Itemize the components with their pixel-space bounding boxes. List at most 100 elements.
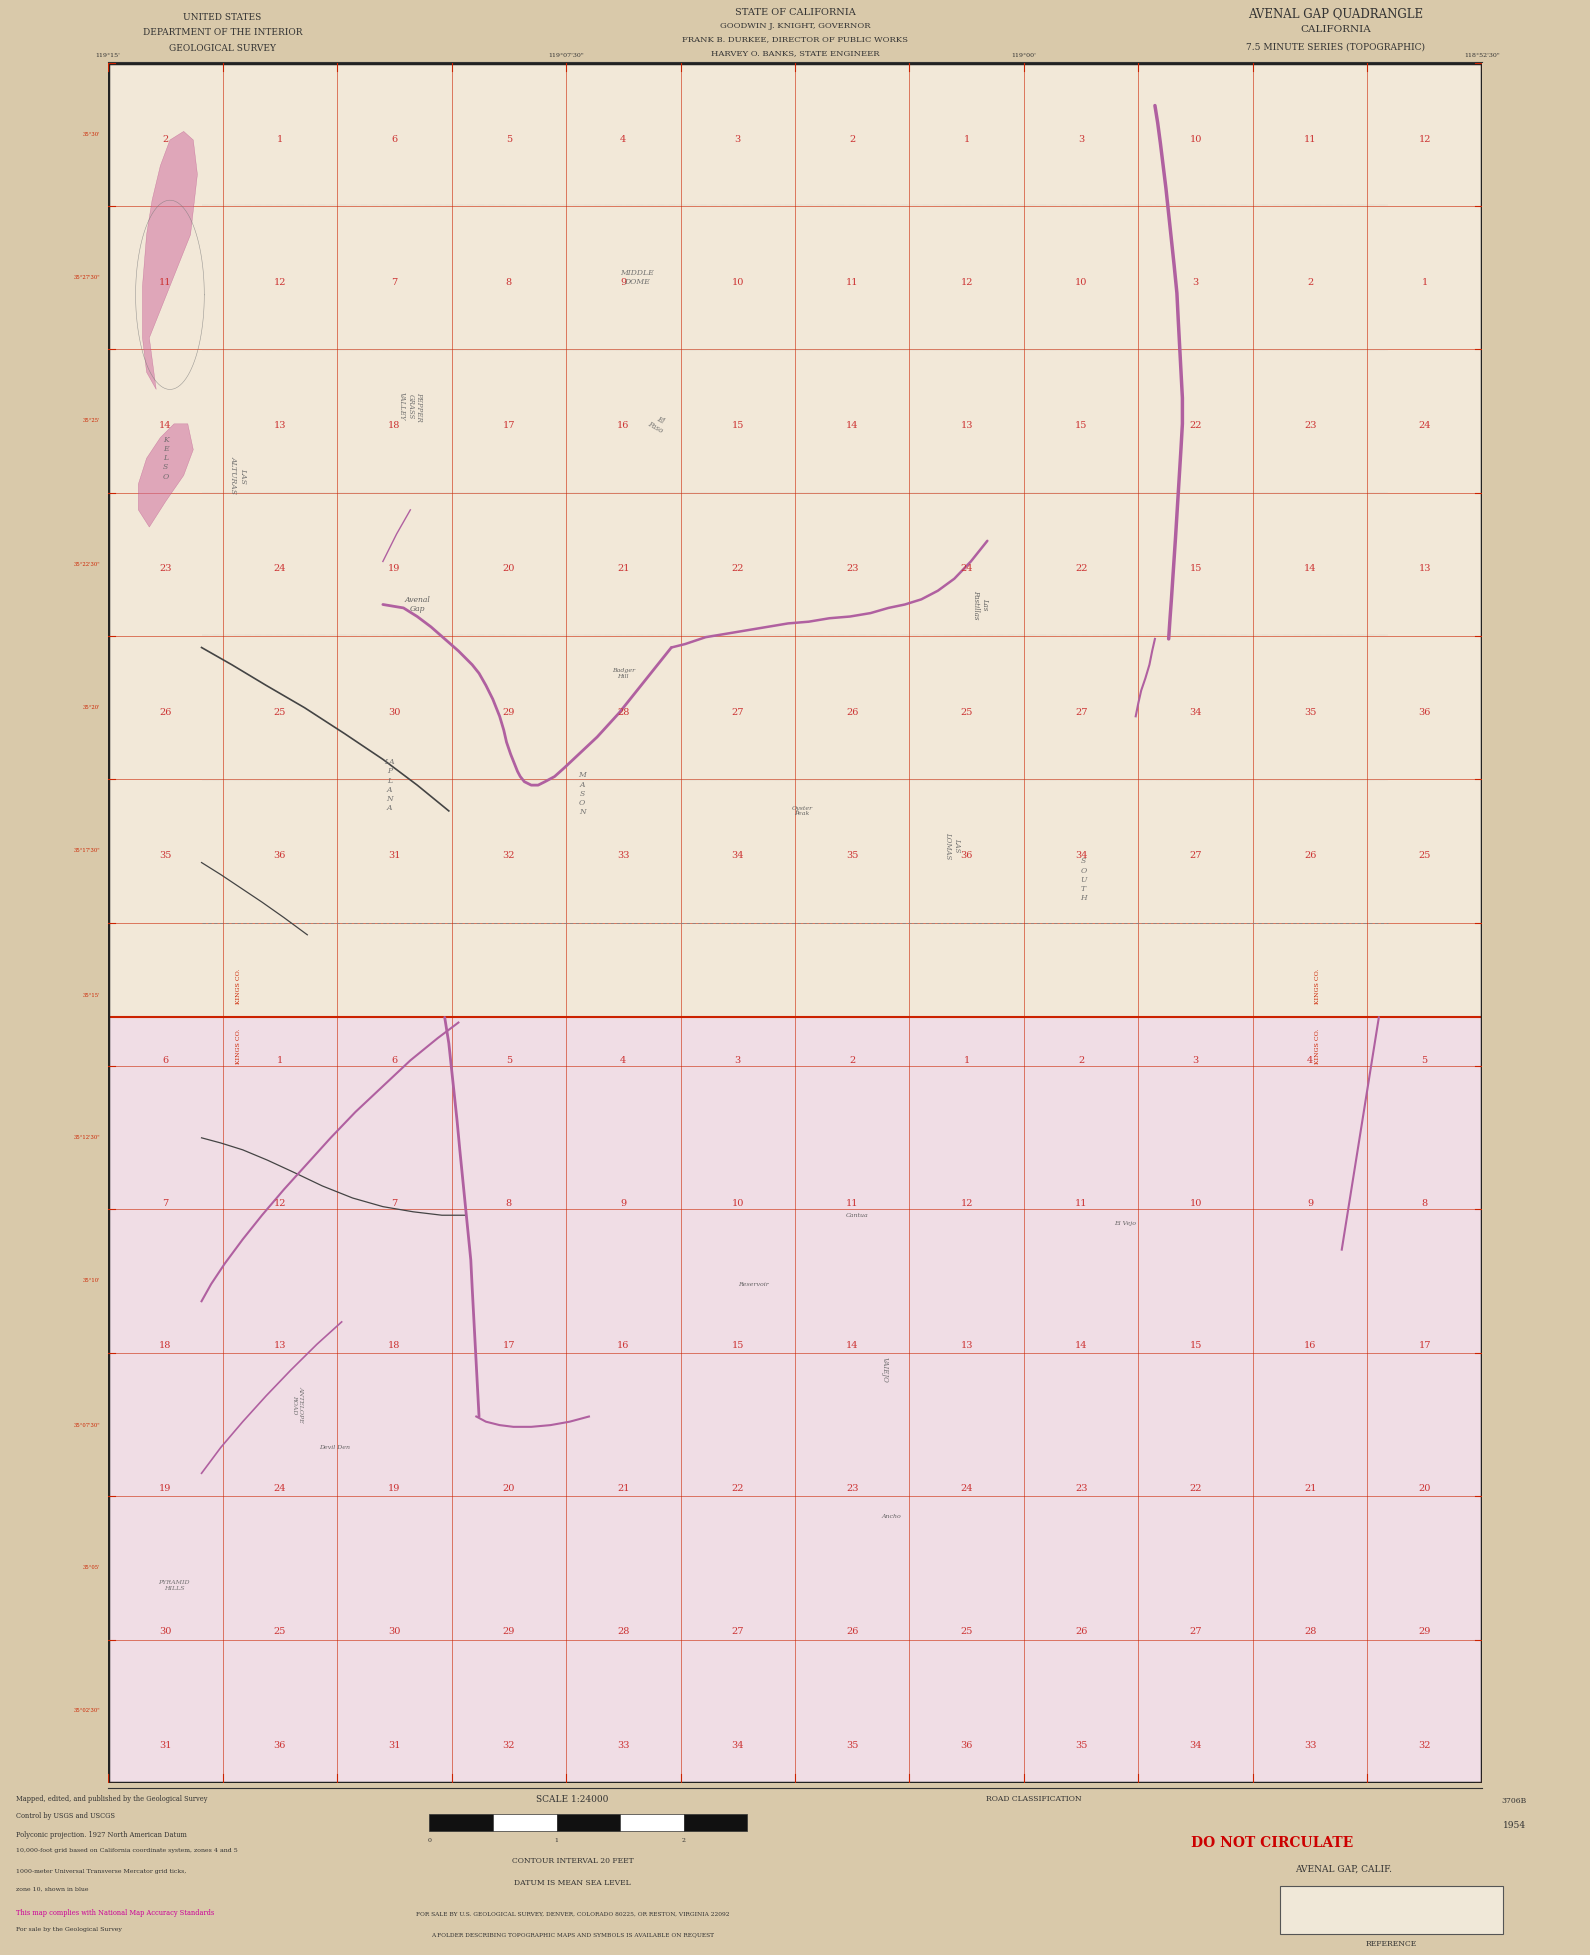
Text: 35: 35 <box>1304 708 1317 717</box>
Text: 7: 7 <box>391 278 398 287</box>
Text: 11: 11 <box>1304 135 1317 145</box>
Text: 20: 20 <box>1418 1484 1431 1494</box>
Text: KINGS CO.: KINGS CO. <box>237 1028 242 1064</box>
Text: 30: 30 <box>388 708 401 717</box>
Text: UNITED STATES: UNITED STATES <box>183 12 262 22</box>
Text: 33: 33 <box>1304 1740 1317 1750</box>
Text: 26: 26 <box>846 708 859 717</box>
Text: 12: 12 <box>273 278 286 287</box>
Text: 14: 14 <box>846 1341 859 1351</box>
Text: Oyster
Peak: Oyster Peak <box>792 805 812 817</box>
Text: KINGS CO.: KINGS CO. <box>237 970 242 1005</box>
Text: 24: 24 <box>960 1484 973 1494</box>
Text: 1: 1 <box>964 135 970 145</box>
Text: DO NOT CIRCULATE: DO NOT CIRCULATE <box>1191 1836 1353 1849</box>
Text: 22: 22 <box>731 1484 744 1494</box>
Text: 8: 8 <box>506 278 512 287</box>
Text: 25: 25 <box>273 708 286 717</box>
Text: 16: 16 <box>617 420 630 430</box>
Text: 2: 2 <box>682 1838 685 1844</box>
Text: 23: 23 <box>1075 1484 1088 1494</box>
Text: REFERENCE: REFERENCE <box>1366 1939 1417 1947</box>
Bar <box>429 1814 493 1832</box>
Text: K
E
L
S
O: K E L S O <box>162 436 169 481</box>
Text: 27: 27 <box>1189 1627 1202 1636</box>
Text: 1954: 1954 <box>1503 1820 1526 1830</box>
Bar <box>108 63 1482 1017</box>
Text: Ancho: Ancho <box>881 1513 902 1519</box>
Text: 32: 32 <box>502 850 515 860</box>
Text: Las
Pastillas: Las Pastillas <box>971 590 989 620</box>
Text: DEPARTMENT OF THE INTERIOR: DEPARTMENT OF THE INTERIOR <box>143 27 302 37</box>
Text: Badger
Hill: Badger Hill <box>612 669 634 678</box>
Text: 5: 5 <box>1421 1056 1428 1065</box>
Text: SCALE 1:24000: SCALE 1:24000 <box>536 1795 609 1804</box>
Text: 10: 10 <box>1075 278 1088 287</box>
Text: 35°22'30": 35°22'30" <box>73 563 100 567</box>
Text: 17: 17 <box>1418 1341 1431 1351</box>
Text: 36: 36 <box>1418 708 1431 717</box>
Text: 25: 25 <box>1418 850 1431 860</box>
Text: 22: 22 <box>1075 563 1088 573</box>
Text: 22: 22 <box>1189 1484 1202 1494</box>
Text: 9: 9 <box>620 1198 626 1208</box>
Text: 24: 24 <box>273 563 286 573</box>
Text: 33: 33 <box>617 850 630 860</box>
Text: 26: 26 <box>159 708 172 717</box>
Text: 35: 35 <box>159 850 172 860</box>
Text: 17: 17 <box>502 420 515 430</box>
Text: 4: 4 <box>620 135 626 145</box>
Text: VAIEJO: VAIEJO <box>881 1357 889 1382</box>
Text: 2: 2 <box>1307 278 1313 287</box>
Text: zone 10, shown in blue: zone 10, shown in blue <box>16 1887 89 1890</box>
Text: 18: 18 <box>388 420 401 430</box>
Text: 10: 10 <box>731 1198 744 1208</box>
Text: 8: 8 <box>506 1198 512 1208</box>
Text: 15: 15 <box>731 420 744 430</box>
Text: 0: 0 <box>428 1838 431 1844</box>
Text: 29: 29 <box>1418 1627 1431 1636</box>
Text: 36: 36 <box>960 850 973 860</box>
Text: 3: 3 <box>735 135 741 145</box>
Text: 35°27'30": 35°27'30" <box>73 276 100 280</box>
Text: 7: 7 <box>391 1198 398 1208</box>
Text: 14: 14 <box>1304 563 1317 573</box>
Text: 20: 20 <box>502 1484 515 1494</box>
Text: 4: 4 <box>1307 1056 1313 1065</box>
Text: 22: 22 <box>731 563 744 573</box>
Text: 13: 13 <box>273 420 286 430</box>
Text: 26: 26 <box>1304 850 1317 860</box>
Text: Avenal
Gap: Avenal Gap <box>404 596 431 614</box>
Text: 27: 27 <box>1189 850 1202 860</box>
Text: LAS
ALTURAS: LAS ALTURAS <box>231 456 246 495</box>
Text: 31: 31 <box>388 850 401 860</box>
Text: 10: 10 <box>1189 135 1202 145</box>
Text: 5: 5 <box>506 135 512 145</box>
Text: 3: 3 <box>1078 135 1084 145</box>
Text: 12: 12 <box>273 1198 286 1208</box>
Text: S
O
U
T
H: S O U T H <box>1080 858 1088 901</box>
Text: 30: 30 <box>388 1627 401 1636</box>
Text: 12: 12 <box>1418 135 1431 145</box>
Text: 34: 34 <box>731 850 744 860</box>
Text: 3: 3 <box>735 1056 741 1065</box>
Bar <box>108 1017 1482 1783</box>
Text: 21: 21 <box>617 563 630 573</box>
Text: AVENAL GAP, CALIF.: AVENAL GAP, CALIF. <box>1294 1865 1393 1873</box>
Text: 16: 16 <box>1304 1341 1317 1351</box>
Text: 10: 10 <box>1189 1198 1202 1208</box>
Text: 24: 24 <box>1418 420 1431 430</box>
Text: 26: 26 <box>1075 1627 1088 1636</box>
Text: 29: 29 <box>502 1627 515 1636</box>
Bar <box>1280 1887 1503 1933</box>
Text: 35°10': 35°10' <box>83 1279 100 1282</box>
Text: ROAD CLASSIFICATION: ROAD CLASSIFICATION <box>986 1795 1081 1803</box>
Text: GEOLOGICAL SURVEY: GEOLOGICAL SURVEY <box>169 43 277 53</box>
Text: 34: 34 <box>1189 1740 1202 1750</box>
Text: FOR SALE BY U.S. GEOLOGICAL SURVEY, DENVER, COLORADO 80225, OR RESTON, VIRGINIA : FOR SALE BY U.S. GEOLOGICAL SURVEY, DENV… <box>415 1912 730 1918</box>
Text: 35°25': 35°25' <box>83 418 100 422</box>
Text: 13: 13 <box>1418 563 1431 573</box>
Text: 32: 32 <box>502 1740 515 1750</box>
Text: 11: 11 <box>1075 1198 1088 1208</box>
Text: 23: 23 <box>1304 420 1317 430</box>
